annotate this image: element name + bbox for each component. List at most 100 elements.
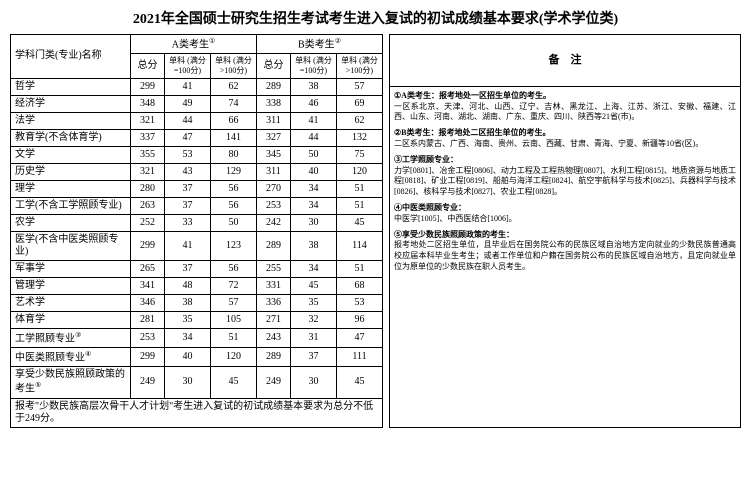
cell-value: 80: [211, 146, 257, 163]
cell-value: 34: [291, 197, 337, 214]
cell-value: 253: [131, 328, 165, 347]
cell-value: 34: [291, 260, 337, 277]
cell-value: 281: [131, 311, 165, 328]
cell-value: 321: [131, 163, 165, 180]
cell-subject: 法学: [11, 112, 131, 129]
cell-value: 45: [337, 214, 383, 231]
table-row: 文学35553803455075: [11, 146, 383, 163]
cell-value: 75: [337, 146, 383, 163]
cell-value: 33: [165, 214, 211, 231]
footer-note: 报考"少数民族高层次骨干人才计划"考生进入复试的初试成绩基本要求为总分不低于24…: [11, 398, 383, 427]
table-row: 军事学26537562553451: [11, 260, 383, 277]
cell-value: 41: [291, 112, 337, 129]
cell-value: 30: [291, 214, 337, 231]
cell-value: 289: [257, 78, 291, 95]
cell-value: 37: [165, 260, 211, 277]
cell-value: 337: [131, 129, 165, 146]
cell-subject: 理学: [11, 180, 131, 197]
cell-value: 51: [337, 260, 383, 277]
cell-value: 37: [165, 180, 211, 197]
cell-value: 38: [165, 294, 211, 311]
cell-value: 45: [211, 367, 257, 398]
cell-subject: 经济学: [11, 95, 131, 112]
cell-subject: 医学(不含中医类照顾专业): [11, 231, 131, 260]
cell-value: 51: [337, 180, 383, 197]
cell-value: 348: [131, 95, 165, 112]
header-subject: 学科门类(专业)名称: [11, 35, 131, 79]
cell-subject: 文学: [11, 146, 131, 163]
cell-value: 111: [337, 347, 383, 366]
cell-value: 120: [211, 347, 257, 366]
cell-value: 38: [291, 78, 337, 95]
table-row: 历史学3214312931140120: [11, 163, 383, 180]
cell-value: 40: [165, 347, 211, 366]
cell-value: 56: [211, 180, 257, 197]
header-b-s1: 单科 (满分=100分): [291, 54, 337, 78]
cell-value: 271: [257, 311, 291, 328]
table-row: 工学(不含工学照顾专业)26337562533451: [11, 197, 383, 214]
cell-value: 50: [211, 214, 257, 231]
cell-value: 45: [291, 277, 337, 294]
header-a-total: 总分: [131, 54, 165, 78]
cell-subject: 农学: [11, 214, 131, 231]
table-row: 中医类照顾专业④2994012028937111: [11, 347, 383, 366]
table-row: 医学(不含中医类照顾专业)2994112328938114: [11, 231, 383, 260]
cell-value: 263: [131, 197, 165, 214]
cell-value: 331: [257, 277, 291, 294]
cell-value: 53: [337, 294, 383, 311]
table-row: 理学28037562703451: [11, 180, 383, 197]
cell-value: 41: [165, 231, 211, 260]
cell-value: 31: [291, 328, 337, 347]
content-area: 学科门类(专业)名称 A类考生① B类考生② 总分 单科 (满分=100分) 单…: [10, 34, 741, 428]
cell-value: 49: [165, 95, 211, 112]
cell-value: 34: [165, 328, 211, 347]
cell-value: 321: [131, 112, 165, 129]
cell-value: 114: [337, 231, 383, 260]
notes-header: 备 注: [390, 35, 740, 87]
cell-subject: 享受少数民族照顾政策的考生⑤: [11, 367, 131, 398]
notes-body: ①A类考生：报考地处一区招生单位的考生。一区系北京、天津、河北、山西、辽宁、吉林…: [390, 87, 740, 427]
cell-value: 345: [257, 146, 291, 163]
cell-value: 270: [257, 180, 291, 197]
cell-value: 66: [211, 112, 257, 129]
cell-value: 38: [291, 231, 337, 260]
table-row: 教育学(不含体育学)3374714132744132: [11, 129, 383, 146]
cell-value: 35: [165, 311, 211, 328]
page-title: 2021年全国硕士研究生招生考试考生进入复试的初试成绩基本要求(学术学位类): [10, 8, 741, 28]
cell-value: 53: [165, 146, 211, 163]
table-row: 农学25233502423045: [11, 214, 383, 231]
cell-value: 51: [211, 328, 257, 347]
cell-value: 50: [291, 146, 337, 163]
cell-value: 123: [211, 231, 257, 260]
cell-value: 252: [131, 214, 165, 231]
cell-value: 47: [165, 129, 211, 146]
cell-subject: 工学(不含工学照顾专业): [11, 197, 131, 214]
cell-value: 346: [131, 294, 165, 311]
cell-value: 311: [257, 112, 291, 129]
cell-value: 44: [165, 112, 211, 129]
cell-value: 355: [131, 146, 165, 163]
cell-value: 242: [257, 214, 291, 231]
table-row: 法学32144663114162: [11, 112, 383, 129]
table-row: 管理学34148723314568: [11, 277, 383, 294]
cell-value: 120: [337, 163, 383, 180]
cell-value: 129: [211, 163, 257, 180]
cell-value: 51: [337, 197, 383, 214]
table-row: 体育学281351052713296: [11, 311, 383, 328]
cell-value: 41: [165, 78, 211, 95]
cell-subject: 中医类照顾专业④: [11, 347, 131, 366]
header-a-s1: 单科 (满分=100分): [165, 54, 211, 78]
header-group-a: A类考生①: [131, 35, 257, 54]
cell-value: 299: [131, 78, 165, 95]
cell-value: 243: [257, 328, 291, 347]
cell-subject: 哲学: [11, 78, 131, 95]
cell-value: 336: [257, 294, 291, 311]
cell-value: 265: [131, 260, 165, 277]
cell-value: 32: [291, 311, 337, 328]
cell-value: 249: [257, 367, 291, 398]
table-row: 经济学34849743384669: [11, 95, 383, 112]
cell-value: 56: [211, 197, 257, 214]
cell-subject: 管理学: [11, 277, 131, 294]
cell-value: 37: [291, 347, 337, 366]
cell-value: 35: [291, 294, 337, 311]
